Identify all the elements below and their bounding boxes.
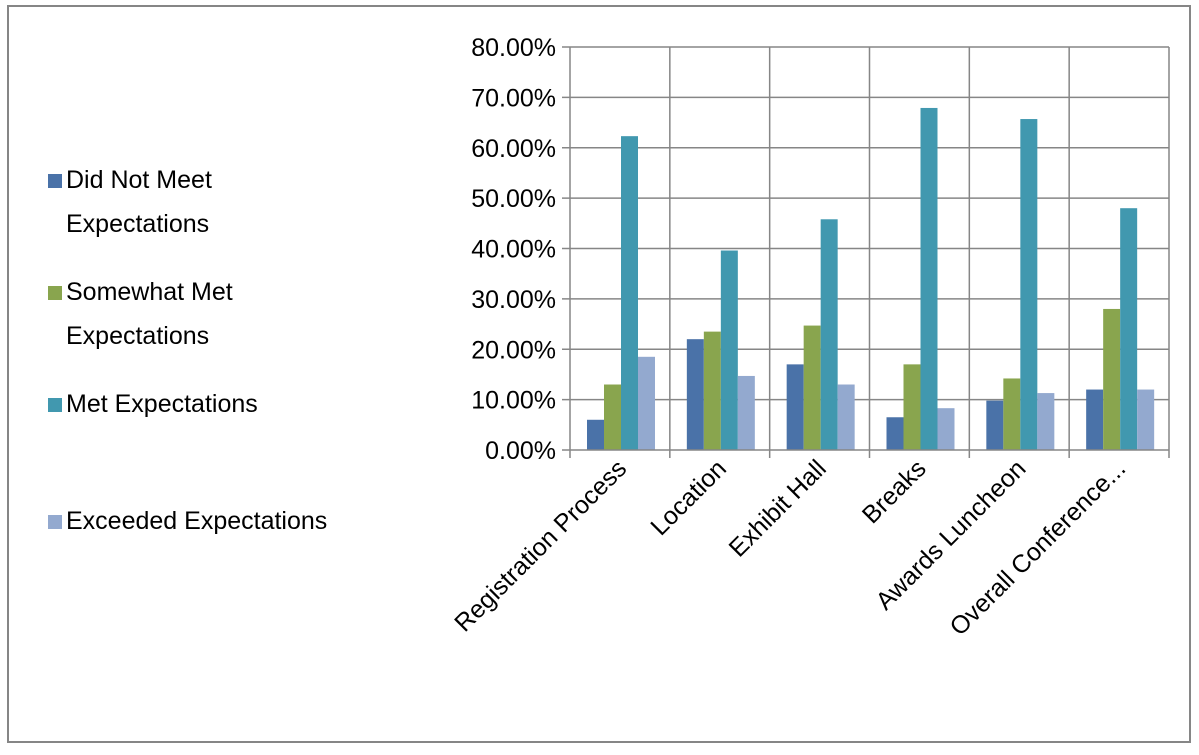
legend-swatch [48, 398, 62, 412]
bar [803, 325, 821, 450]
y-tick-label: 70.00% [471, 84, 556, 112]
legend-label: Expectations [66, 210, 209, 238]
bar [1003, 378, 1021, 450]
legend: Did Not Meet Expectations Somewhat Met Expe… [48, 166, 327, 535]
y-tick-label: 60.00% [471, 135, 556, 163]
bar [621, 136, 638, 450]
y-tick-label: 30.00% [471, 286, 556, 314]
bar [1086, 389, 1104, 450]
bar [1120, 208, 1138, 450]
bar [703, 331, 721, 450]
chart-border [7, 5, 1191, 743]
bar [903, 364, 921, 450]
legend-swatch [48, 286, 62, 300]
legend-label: Somewhat Met [66, 278, 233, 306]
legend-label: Did Not Meet [66, 166, 212, 194]
legend-item: Met Expectations [48, 390, 258, 418]
bar [920, 107, 938, 451]
legend-label: Met Expectations [66, 390, 258, 418]
y-tick-label: 10.00% [471, 387, 556, 415]
legend-swatch [48, 174, 62, 188]
bar [1037, 393, 1055, 450]
bar [837, 384, 855, 450]
bar [686, 339, 704, 450]
bar [737, 375, 755, 450]
y-tick-label: 40.00% [471, 236, 556, 264]
axes [562, 46, 1170, 458]
bar [986, 400, 1004, 450]
legend-item: Did Not Meet Expectations [48, 166, 212, 238]
y-tick-label: 80.00% [471, 34, 556, 62]
y-tick-label: 0.00% [485, 437, 556, 465]
bar [587, 419, 604, 450]
bars [587, 107, 1155, 451]
bar [720, 250, 738, 450]
legend-item: Exceeded Expectations [48, 507, 327, 535]
bar [886, 417, 904, 450]
bar [937, 408, 955, 450]
legend-label: Exceeded Expectations [66, 507, 327, 535]
y-axis-tick-labels: 0.00% 10.00% 20.00% 30.00% 40.00% 50.00% 60.00… [471, 34, 556, 465]
gridlines [570, 46, 1170, 450]
legend-item: Somewhat Met Expectations [48, 278, 233, 350]
y-tick-label: 50.00% [471, 185, 556, 213]
bar [1103, 308, 1121, 450]
bar [604, 384, 621, 450]
bar [786, 364, 804, 450]
y-tick-label: 20.00% [471, 336, 556, 364]
legend-label: Expectations [66, 322, 209, 350]
bar [1137, 389, 1155, 450]
bar [1020, 119, 1038, 450]
bar [638, 356, 655, 450]
legend-swatch [48, 515, 62, 529]
bar [820, 219, 838, 450]
